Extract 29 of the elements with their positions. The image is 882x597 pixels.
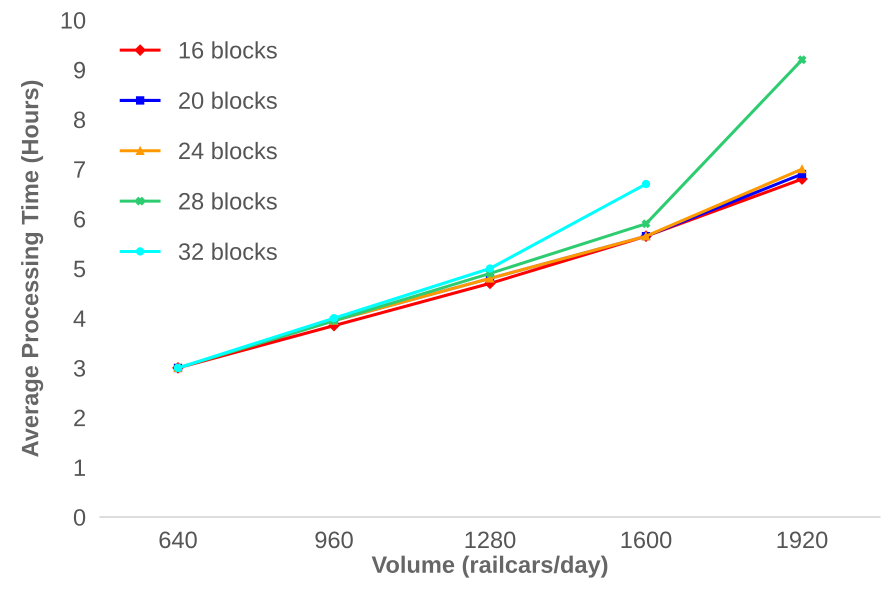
y-tick-label: 7 — [74, 161, 85, 178]
y-tick-label: 8 — [74, 111, 86, 128]
point — [486, 264, 494, 273]
y-tick-label: 9 — [74, 62, 85, 78]
x-tick-label: 1600 — [622, 532, 672, 548]
y-tick-label: 5 — [74, 260, 86, 278]
y-axis-title: Average Processing Time (Hours) — [21, 80, 44, 457]
point — [798, 56, 806, 64]
x-tick-label: 640 — [160, 532, 197, 548]
y-tick-label: 10 — [62, 12, 86, 29]
x-tick-label: 1920 — [778, 532, 828, 548]
y-tick-label: 4 — [74, 310, 86, 327]
legend-label: 28 blocks — [179, 192, 277, 210]
y-tick-label: 1 — [74, 460, 85, 476]
y-tick-label: 3 — [74, 360, 86, 377]
legend-label: 16 blocks — [180, 41, 277, 59]
legend-label: 32 blocks — [178, 242, 277, 260]
point — [798, 164, 806, 174]
point — [330, 314, 338, 322]
x-axis-title: Volume (railcars/day) — [372, 556, 608, 578]
x-tick-label: 1280 — [466, 532, 516, 548]
y-tick-label: 0 — [74, 509, 86, 526]
point — [642, 180, 650, 188]
legend-label: 24 blocks — [179, 142, 277, 160]
y-tick-label: 6 — [74, 210, 86, 228]
x-tick-label: 960 — [315, 532, 353, 548]
y-tick-label: 2 — [74, 410, 85, 426]
legend-label: 20 blocks — [179, 92, 277, 109]
point — [642, 220, 650, 228]
